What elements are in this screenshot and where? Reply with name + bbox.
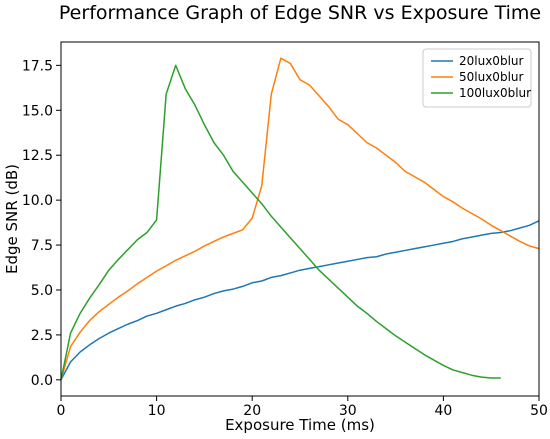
x-axis-ticks: 0 10 20 30 40 50	[57, 396, 548, 419]
y-tick-label: 0.0	[31, 373, 53, 389]
y-axis-ticks: 0.0 2.5 5.0 7.5 10.0 12.5 15.0 17.5	[22, 58, 61, 389]
chart-title: Performance Graph of Edge SNR vs Exposur…	[59, 2, 541, 24]
x-tick-label: 50	[530, 403, 548, 419]
series-line-50lux0blur	[60, 57, 540, 381]
x-tick-label: 20	[243, 403, 261, 419]
y-tick-label: 7.5	[31, 238, 53, 254]
x-axis-label: Exposure Time (ms)	[225, 416, 375, 434]
y-tick-label: 12.5	[22, 148, 53, 164]
x-tick-label: 0	[57, 403, 66, 419]
y-axis-label: Edge SNR (dB)	[3, 164, 21, 274]
y-tick-label: 2.5	[31, 328, 53, 344]
x-tick-label: 40	[434, 403, 452, 419]
y-tick-label: 17.5	[22, 58, 53, 74]
legend: 20lux0blur 50lux0blur 100lux0blur	[422, 48, 532, 108]
x-tick-label: 30	[339, 403, 357, 419]
series-line-100lux0blur	[60, 64, 501, 380]
legend-label-100lux0blur: 100lux0blur	[459, 86, 531, 100]
series-layer	[60, 57, 540, 381]
y-tick-label: 15.0	[22, 103, 53, 119]
x-tick-label: 10	[148, 403, 166, 419]
y-tick-label: 5.0	[31, 283, 53, 299]
y-tick-label: 10.0	[22, 193, 53, 209]
plot-frame	[60, 41, 540, 397]
legend-label-20lux0blur: 20lux0blur	[459, 54, 524, 68]
legend-label-50lux0blur: 50lux0blur	[459, 70, 524, 84]
series-line-20lux0blur	[60, 220, 540, 381]
